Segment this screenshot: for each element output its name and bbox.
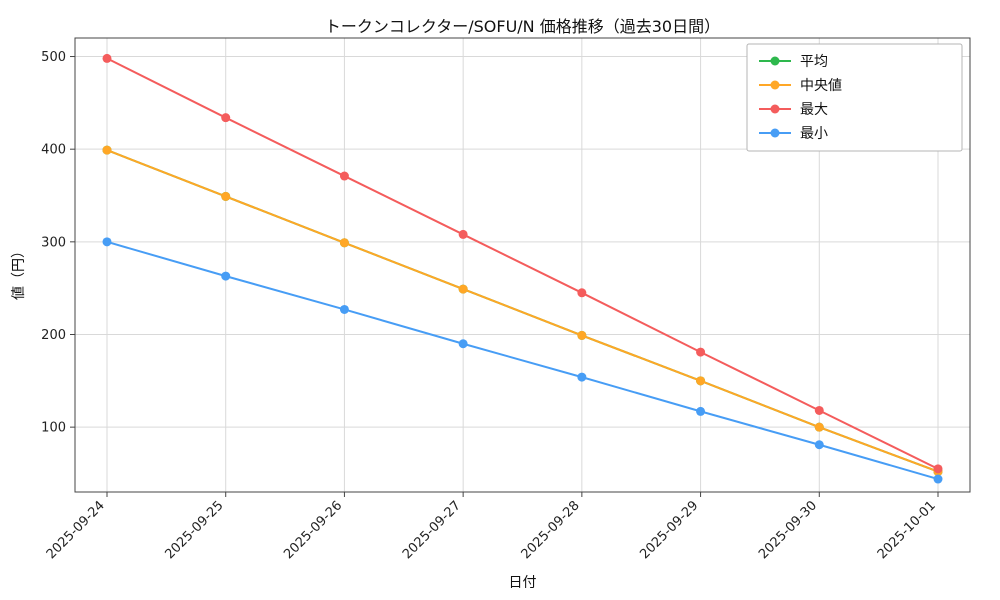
series-max (102, 53, 943, 474)
data-point-marker (221, 113, 231, 123)
y-tick-label: 300 (41, 235, 66, 250)
data-point-marker (814, 440, 824, 450)
data-point-marker (814, 405, 824, 415)
legend-label: 平均 (800, 54, 828, 70)
data-point-marker (696, 406, 706, 416)
data-point-marker (458, 229, 468, 239)
data-point-marker (696, 376, 706, 386)
legend-label: 最小 (800, 126, 828, 142)
legend-label: 最大 (800, 102, 828, 118)
legend-label: 中央値 (800, 78, 842, 94)
legend-box (746, 43, 963, 152)
y-tick-label: 400 (41, 143, 66, 158)
legend-item-median: 中央値 (759, 78, 842, 94)
data-point-marker (933, 474, 943, 484)
data-point-marker (102, 53, 112, 63)
chart-title: トークンコレクター/SOFU/N 価格推移（過去30日間） (324, 17, 721, 36)
legend-item-max: 最大 (759, 102, 828, 118)
series-min (102, 237, 943, 484)
x-tick-label: 2025-10-01 (875, 498, 939, 562)
y-axis: 100 200 300 400 500 (41, 50, 75, 436)
legend-marker (770, 80, 780, 90)
data-point-marker (696, 347, 706, 357)
data-point-marker (102, 145, 112, 155)
data-point-marker (339, 171, 349, 181)
x-tick-label: 2025-09-30 (756, 498, 820, 562)
legend-marker (770, 56, 780, 66)
data-point-marker (458, 284, 468, 294)
series-median (102, 145, 943, 477)
x-tick-label: 2025-09-28 (519, 498, 583, 562)
x-tick-label: 2025-09-24 (44, 498, 108, 562)
x-tick-label: 2025-09-25 (163, 498, 227, 562)
series-line (106, 240, 939, 480)
legend-item-mean: 平均 (759, 54, 828, 70)
data-point-marker (339, 304, 349, 314)
data-point-marker (577, 288, 587, 298)
data-point-marker (577, 372, 587, 382)
legend-marker (770, 104, 780, 114)
data-point-marker (814, 422, 824, 432)
x-axis: 2025-09-24 2025-09-25 2025-09-26 2025-09-27… (44, 492, 939, 562)
y-axis-label: 値（円） (11, 244, 27, 300)
x-tick-label: 2025-09-27 (400, 498, 464, 562)
data-point-marker (577, 330, 587, 340)
data-point-marker (933, 464, 943, 474)
data-point-marker (221, 271, 231, 281)
x-axis-label: 日付 (508, 575, 537, 591)
x-tick-label: 2025-09-26 (281, 498, 345, 562)
x-tick-label: 2025-09-29 (637, 498, 701, 562)
data-point-marker (458, 339, 468, 349)
data-point-marker (221, 191, 231, 201)
y-tick-label: 100 (41, 421, 66, 436)
series-line (106, 57, 939, 470)
legend-item-min: 最小 (759, 126, 828, 142)
data-point-marker (339, 238, 349, 248)
y-tick-label: 200 (41, 328, 66, 343)
legend-marker (770, 128, 780, 138)
series-line (106, 149, 939, 473)
y-tick-label: 500 (41, 50, 66, 65)
data-point-marker (102, 237, 112, 247)
plot-border (74, 37, 971, 493)
